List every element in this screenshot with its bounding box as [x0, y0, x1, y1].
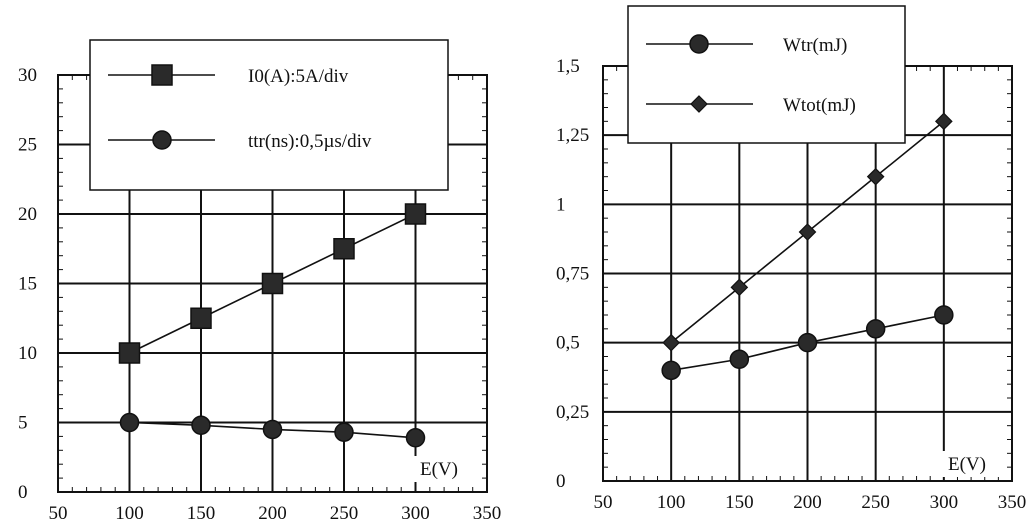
chart-0-x-tick-label-1: 100: [115, 503, 144, 524]
chart-0-series-1-point-1: [192, 416, 210, 434]
chart-1-legend-box: [628, 6, 905, 143]
chart-1-legend-label-1: Wtot(mJ): [783, 95, 856, 116]
chart-0: 50 100 150 200 250 300 350 0 5 10 15 20 25 30 E(V) I0(A…: [18, 40, 501, 524]
chart-1-x-tick-label-0: 50: [594, 492, 613, 513]
chart-0-series-0-point-4: [406, 204, 426, 224]
chart-1-series-0-point-4: [935, 306, 953, 324]
chart-1-series-1-point-2: [800, 224, 816, 240]
chart-1-series-0-point-1: [730, 350, 748, 368]
chart-1-y-tick-label-4: 1: [556, 194, 566, 215]
chart-1-series-0-point-3: [867, 320, 885, 338]
chart-1-y-tick-label-2: 0,5: [556, 333, 580, 354]
chart-0-series-0-point-0: [120, 343, 140, 363]
chart-1-y-tick-label-3: 0,75: [556, 264, 589, 285]
chart-1-x-tick-label-2: 150: [725, 492, 754, 513]
chart-1-series-0-point-0: [662, 361, 680, 379]
chart-0-y-tick-label-5: 25: [18, 135, 37, 156]
chart-0-x-tick-label-6: 350: [473, 503, 502, 524]
chart-1-x-tick-label-4: 250: [861, 492, 890, 513]
chart-0-series-1-point-0: [121, 414, 139, 432]
chart-0-legend-label-1: ttr(ns):0,5µs/div: [248, 131, 372, 152]
chart-0-series-1-point-3: [335, 423, 353, 441]
chart-1-y-tick-label-0: 0: [556, 471, 566, 492]
chart-1-x-axis-label: E(V): [948, 454, 986, 475]
chart-0-series-0-point-1: [191, 308, 211, 328]
chart-1: 50 100 150 200 250 300 350 0 0,25 0,5 0,75 1 1,25 1,5…: [556, 6, 1026, 513]
chart-1-series-1-point-1: [731, 279, 747, 295]
chart-1-series-0-point-legend: [690, 35, 708, 53]
chart-0-series-0-point-2: [263, 274, 283, 294]
chart-1-y-tick-label-5: 1,25: [556, 125, 589, 146]
chart-1-legend-label-0: Wtr(mJ): [783, 35, 847, 56]
chart-0-y-tick-label-2: 10: [18, 343, 37, 364]
chart-0-y-tick-label-1: 5: [18, 413, 28, 434]
chart-0-x-tick-label-2: 150: [187, 503, 216, 524]
chart-0-y-tick-label-3: 15: [18, 274, 37, 295]
chart-0-series-0-point-3: [334, 239, 354, 259]
chart-1-series-1-point-4: [936, 113, 952, 129]
chart-0-x-axis-label: E(V): [420, 459, 458, 480]
chart-1-x-tick-label-6: 350: [998, 492, 1027, 513]
chart-0-x-tick-label-3: 200: [258, 503, 287, 524]
chart-1-series-1-point-0: [663, 335, 679, 351]
chart-0-series-1-point-4: [407, 429, 425, 447]
chart-0-series-1-point-2: [264, 420, 282, 438]
chart-0-x-tick-label-0: 50: [49, 503, 68, 524]
chart-0-y-tick-label-0: 0: [18, 482, 28, 503]
chart-1-series-1-point-3: [868, 169, 884, 185]
chart-1-x-tick-label-5: 300: [930, 492, 959, 513]
chart-1-series-0-point-2: [799, 334, 817, 352]
chart-0-series-0-point-legend: [152, 65, 172, 85]
chart-0-y-tick-label-4: 20: [18, 204, 37, 225]
chart-1-y-tick-label-6: 1,5: [556, 56, 580, 77]
chart-1-x-tick-label-1: 100: [657, 492, 686, 513]
chart-0-x-tick-label-4: 250: [330, 503, 359, 524]
chart-0-legend-box: [90, 40, 448, 190]
chart-1-x-tick-label-3: 200: [793, 492, 822, 513]
chart-0-x-tick-label-5: 300: [401, 503, 430, 524]
chart-0-y-tick-label-6: 30: [18, 65, 37, 86]
chart-1-y-tick-label-1: 0,25: [556, 402, 589, 423]
chart-0-legend-label-0: I0(A):5A/div: [248, 66, 349, 87]
chart-0-series-1-point-legend: [153, 131, 171, 149]
